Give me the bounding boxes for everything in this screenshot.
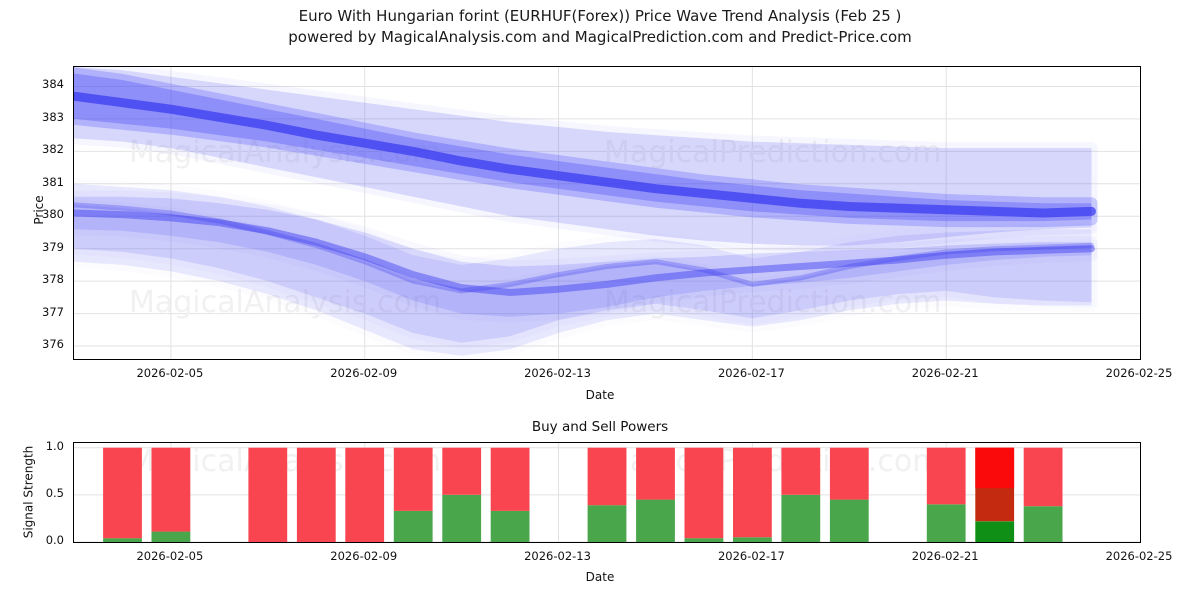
y-tick-label: 378 <box>20 272 64 286</box>
sell-power-bar-segment <box>152 448 191 532</box>
x-tick-label: 2026-02-09 <box>316 366 412 380</box>
buy-power-bar-segment <box>733 537 772 542</box>
buy-power-bar-segment <box>975 521 1014 542</box>
sell-power-bar-segment <box>781 448 820 495</box>
page-title: Euro With Hungarian forint (EURHUF(Forex… <box>0 6 1200 48</box>
bar-stack[interactable] <box>927 448 966 542</box>
y-tick-label: 0.5 <box>20 486 64 500</box>
x-tick-label: 2026-02-25 <box>1091 549 1187 563</box>
y-tick-label: 1.0 <box>20 439 64 453</box>
sell-power-bar-segment <box>636 448 675 500</box>
y-tick-label: 376 <box>20 337 64 351</box>
y-tick-label: 381 <box>20 175 64 189</box>
y-tick-label: 383 <box>20 110 64 124</box>
buy-power-bar-segment <box>152 532 191 542</box>
buy-power-bar-segment <box>636 500 675 542</box>
buy-sell-chart-plot-area: MagicalAnalysis.comMagicalPrediction.com <box>73 442 1141 543</box>
sell-power-bar-segment <box>1024 448 1063 507</box>
sell-power-bar-segment <box>297 448 336 542</box>
bar-stack[interactable] <box>491 448 530 542</box>
price-wave-svg: MagicalAnalysis.comMagicalPrediction.com… <box>74 67 1140 359</box>
buy-power-bar-segment <box>394 511 433 542</box>
bar-stack[interactable] <box>394 448 433 542</box>
x-tick-label: 2026-02-05 <box>122 366 218 380</box>
sell-power-bar-segment <box>588 448 627 506</box>
sell-power-bar-segment <box>442 448 481 495</box>
x-tick-label: 2026-02-17 <box>703 549 799 563</box>
sell-power-bar-segment <box>345 448 384 542</box>
title-line-2: powered by MagicalAnalysis.com and Magic… <box>0 27 1200 48</box>
x-tick-label: 2026-02-17 <box>703 366 799 380</box>
x-tick-label: 2026-02-13 <box>510 366 606 380</box>
bar-stack[interactable] <box>636 448 675 542</box>
sell-power-bar-segment <box>491 448 530 511</box>
price-wave-chart-plot-area: MagicalAnalysis.comMagicalPrediction.com… <box>73 66 1141 360</box>
sell-power-bar-segment <box>248 448 287 542</box>
buy-power-bar-segment <box>685 538 724 542</box>
sell-power-bar-segment <box>733 448 772 538</box>
buy-power-bar-segment <box>1024 506 1063 542</box>
bar-stack[interactable] <box>685 448 724 542</box>
buy-sell-svg: MagicalAnalysis.comMagicalPrediction.com <box>74 443 1140 542</box>
sell-power-bar-segment <box>830 448 869 500</box>
buy-power-bar-segment <box>103 538 142 542</box>
bar-stack[interactable] <box>830 448 869 542</box>
bar-stack[interactable] <box>103 448 142 542</box>
buy-power-bar-segment <box>830 500 869 542</box>
bar-stack[interactable] <box>588 448 627 542</box>
bar-stack[interactable] <box>152 448 191 542</box>
y-tick-label: 384 <box>20 77 64 91</box>
title-line-1: Euro With Hungarian forint (EURHUF(Forex… <box>0 6 1200 27</box>
y-tick-label: 379 <box>20 240 64 254</box>
buy-power-bar-segment <box>442 495 481 542</box>
sell-power-bar-segment <box>103 448 142 539</box>
y-tick-label: 0.0 <box>20 533 64 547</box>
x-tick-label: 2026-02-13 <box>510 549 606 563</box>
buy-power-bar-segment <box>927 504 966 542</box>
y-tick-label: 377 <box>20 305 64 319</box>
bar-stack[interactable] <box>248 448 287 542</box>
bar-stack[interactable] <box>1024 448 1063 542</box>
x-tick-label: 2026-02-21 <box>897 549 993 563</box>
buy-sell-title: Buy and Sell Powers <box>0 419 1200 435</box>
bar-stack[interactable] <box>345 448 384 542</box>
x-tick-label: 2026-02-05 <box>122 549 218 563</box>
date-axis-label-top: Date <box>0 388 1200 402</box>
buy-power-bar-segment <box>491 511 530 542</box>
bar-stack[interactable] <box>733 448 772 542</box>
bar-stack[interactable] <box>975 448 1014 542</box>
sell-power-bar-segment <box>685 448 724 539</box>
buy-power-bar-segment <box>588 505 627 542</box>
buy-power-bar-segment <box>781 495 820 542</box>
bar-stack[interactable] <box>297 448 336 542</box>
date-axis-label-bottom: Date <box>0 570 1200 584</box>
x-tick-label: 2026-02-09 <box>316 549 412 563</box>
chart-page: Euro With Hungarian forint (EURHUF(Forex… <box>0 0 1200 600</box>
sell-power-bar-segment <box>394 448 433 511</box>
y-tick-label: 380 <box>20 207 64 221</box>
sell-power-bar-segment <box>927 448 966 505</box>
x-tick-label: 2026-02-25 <box>1091 366 1187 380</box>
y-tick-label: 382 <box>20 142 64 156</box>
sell-power-bar-highlight <box>975 448 1014 488</box>
x-tick-label: 2026-02-21 <box>897 366 993 380</box>
